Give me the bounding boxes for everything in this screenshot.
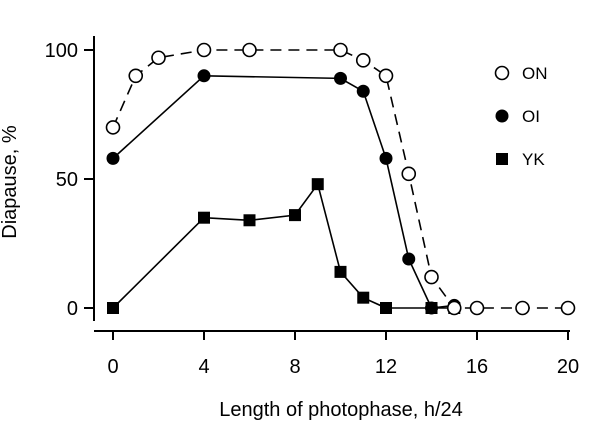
data-point-yk	[107, 302, 119, 314]
y-tick-label: 0	[67, 298, 78, 320]
legend-label-on: ON	[522, 64, 548, 83]
data-point-oi	[197, 69, 211, 83]
data-point-oi	[334, 71, 347, 85]
data-point-oi	[106, 151, 120, 165]
data-point-on	[196, 42, 212, 58]
x-tick-label: 16	[466, 356, 488, 378]
ticks: 0 4 8 12 16 20 0 50 100	[45, 40, 580, 378]
y-tick-label: 50	[56, 169, 78, 191]
legend-marker-on	[494, 65, 510, 81]
data-point-yk	[198, 211, 210, 224]
data-point-on	[128, 68, 144, 84]
y-tick-label: 100	[45, 40, 78, 62]
x-axis-title: Length of photophase, h/24	[219, 399, 463, 421]
series-line-oi	[112, 74, 455, 309]
data-point-yk	[289, 209, 301, 222]
data-point-on	[446, 300, 462, 316]
data-point-on	[424, 269, 439, 285]
series-markers	[105, 42, 576, 316]
data-point-on	[151, 50, 166, 66]
data-point-on	[469, 300, 485, 316]
legend-label-yk: YK	[522, 150, 545, 169]
data-point-yk	[357, 291, 370, 304]
legend-marker-yk	[496, 153, 508, 165]
series-line-yk	[112, 182, 455, 309]
data-point-yk	[311, 178, 324, 191]
data-point-on	[105, 120, 121, 135]
data-point-on	[401, 166, 417, 182]
data-point-on	[333, 42, 348, 58]
legend-marker-oi	[495, 109, 509, 123]
data-point-on	[355, 53, 371, 68]
data-point-yk	[243, 214, 256, 227]
x-tick-label: 4	[198, 356, 209, 378]
data-point-oi	[356, 84, 370, 98]
x-tick-label: 12	[375, 356, 397, 378]
data-point-on	[242, 42, 257, 58]
data-point-on	[378, 68, 394, 84]
data-point-oi	[425, 301, 438, 315]
data-point-oi	[379, 151, 393, 165]
data-point-yk	[334, 265, 347, 278]
legend-label-oi: OI	[522, 107, 540, 126]
data-point-on	[560, 300, 576, 316]
y-axis-title: Diapause, %	[0, 125, 21, 239]
data-point-yk	[380, 302, 392, 314]
axes	[93, 36, 570, 332]
x-tick-label: 8	[289, 356, 300, 378]
x-tick-label: 0	[107, 356, 118, 378]
data-point-on	[515, 300, 530, 316]
x-tick-label: 20	[557, 356, 579, 378]
data-point-oi	[402, 252, 416, 266]
legend: ON OI YK	[494, 64, 548, 169]
